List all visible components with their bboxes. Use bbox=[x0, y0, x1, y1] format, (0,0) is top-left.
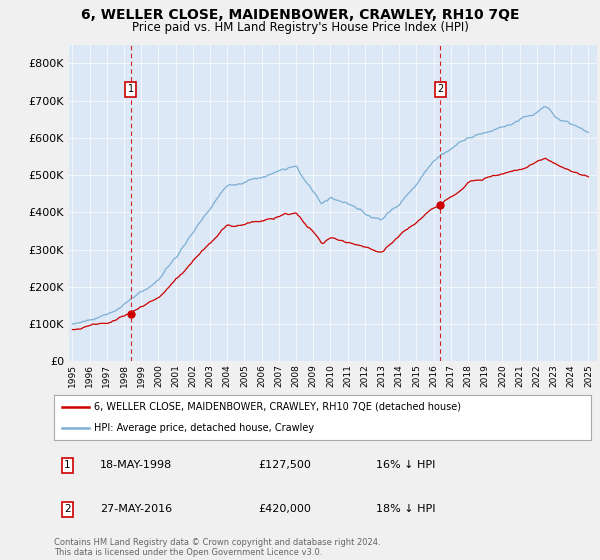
Text: 1: 1 bbox=[64, 460, 71, 470]
Text: £420,000: £420,000 bbox=[258, 505, 311, 515]
Text: 18% ↓ HPI: 18% ↓ HPI bbox=[376, 505, 436, 515]
Text: 18-MAY-1998: 18-MAY-1998 bbox=[100, 460, 172, 470]
Text: 2: 2 bbox=[437, 85, 443, 95]
Text: 6, WELLER CLOSE, MAIDENBOWER, CRAWLEY, RH10 7QE (detached house): 6, WELLER CLOSE, MAIDENBOWER, CRAWLEY, R… bbox=[94, 402, 461, 412]
Text: 6, WELLER CLOSE, MAIDENBOWER, CRAWLEY, RH10 7QE: 6, WELLER CLOSE, MAIDENBOWER, CRAWLEY, R… bbox=[81, 8, 519, 22]
Text: Price paid vs. HM Land Registry's House Price Index (HPI): Price paid vs. HM Land Registry's House … bbox=[131, 21, 469, 34]
Text: 16% ↓ HPI: 16% ↓ HPI bbox=[376, 460, 436, 470]
Text: HPI: Average price, detached house, Crawley: HPI: Average price, detached house, Craw… bbox=[94, 422, 314, 432]
Text: 1: 1 bbox=[128, 85, 134, 95]
Text: 27-MAY-2016: 27-MAY-2016 bbox=[100, 505, 172, 515]
Text: 2: 2 bbox=[64, 505, 71, 515]
Text: £127,500: £127,500 bbox=[258, 460, 311, 470]
Text: Contains HM Land Registry data © Crown copyright and database right 2024.
This d: Contains HM Land Registry data © Crown c… bbox=[54, 538, 380, 557]
